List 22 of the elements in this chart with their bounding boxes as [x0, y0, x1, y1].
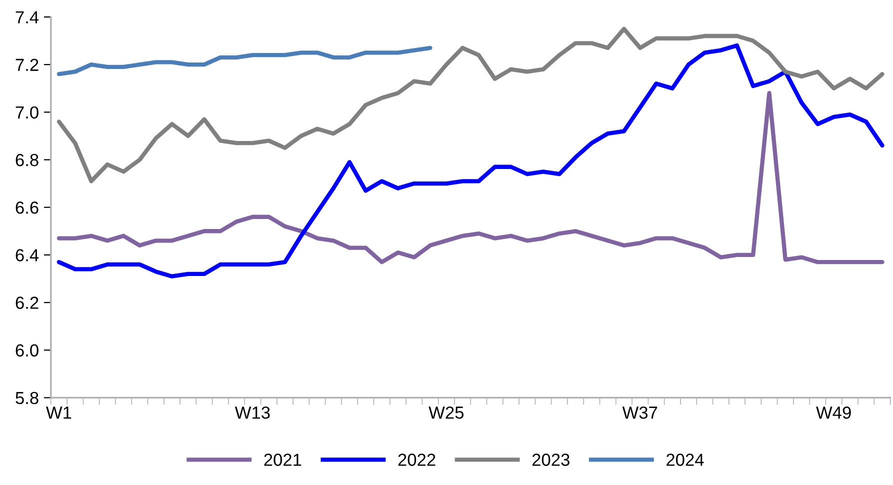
y-tick-label: 6.6: [16, 202, 38, 214]
legend-label: 2022: [398, 454, 436, 466]
x-tick-label: W37: [622, 406, 658, 419]
legend-label: 2021: [264, 454, 302, 466]
x-tick-label: W25: [428, 406, 464, 419]
y-tick-label: 6.0: [16, 344, 38, 357]
y-tick-label: 5.8: [16, 392, 38, 404]
y-tick-label: 7.0: [16, 106, 38, 119]
y-tick-label: 6.2: [16, 296, 38, 309]
x-tick-label: W13: [234, 406, 270, 419]
y-tick-label: 6.8: [16, 154, 38, 166]
x-tick-label: W1: [46, 406, 72, 419]
line-series: [56, 26, 884, 184]
legend-label: 2023: [532, 454, 570, 466]
y-tick-label: 6.4: [16, 249, 39, 262]
line-series: [56, 91, 884, 264]
x-tick-label: W49: [816, 406, 851, 419]
line-series: [56, 46, 432, 76]
y-tick-label: 7.2: [16, 58, 38, 71]
line-series: [56, 43, 884, 278]
y-tick-label: 7.4: [16, 11, 39, 24]
legend-label: 2024: [666, 454, 704, 466]
